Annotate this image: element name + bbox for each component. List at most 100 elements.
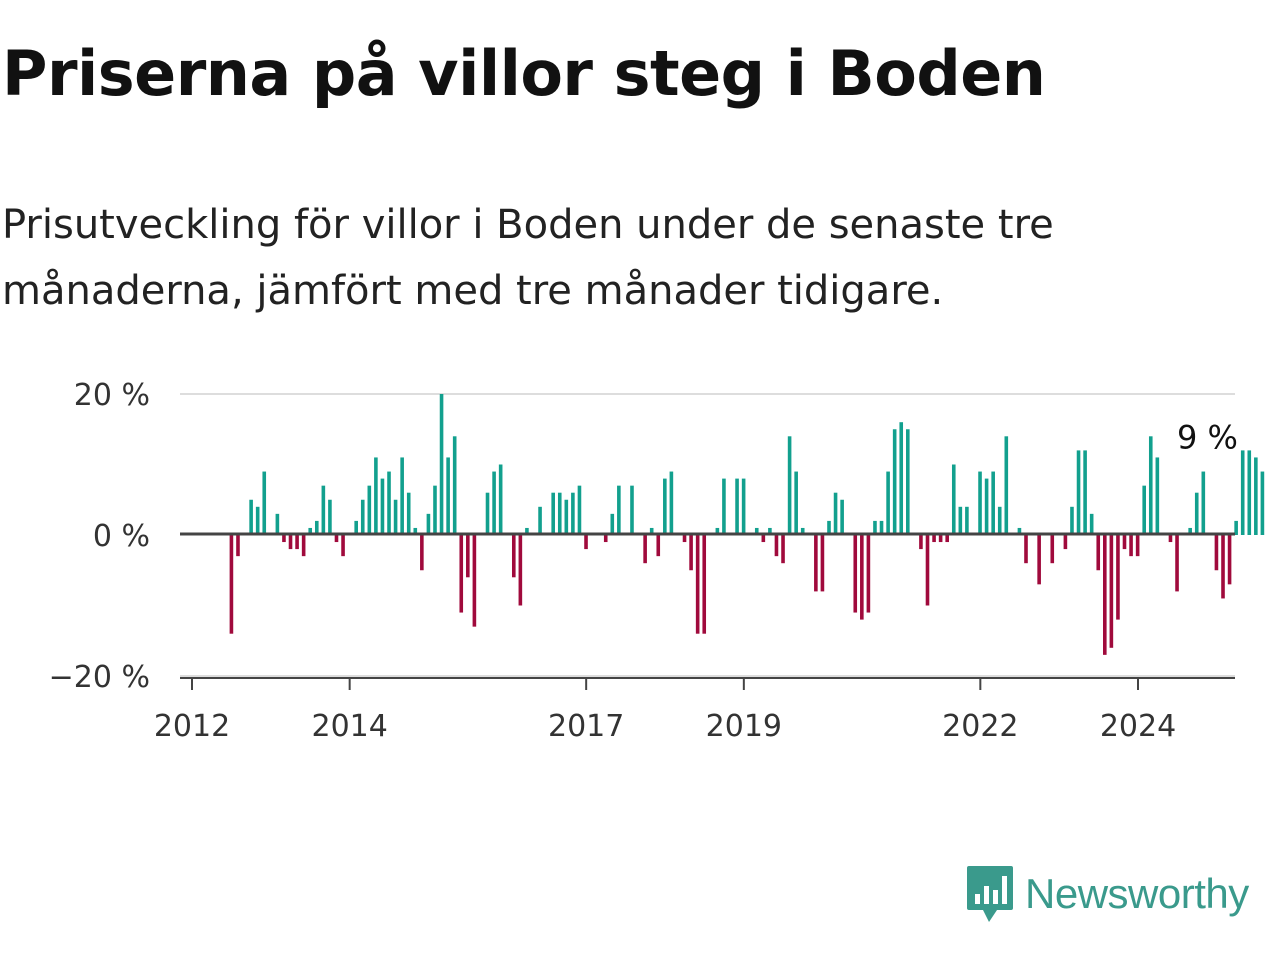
bar <box>406 492 411 535</box>
bar <box>551 492 555 535</box>
bar <box>866 535 871 613</box>
bar <box>722 478 726 535</box>
bar <box>761 535 766 543</box>
bar <box>282 535 286 543</box>
bar <box>367 485 372 535</box>
bar <box>873 520 877 535</box>
bar <box>754 527 759 535</box>
bar <box>1135 535 1140 557</box>
bar <box>446 457 450 535</box>
bar <box>439 394 444 535</box>
bar <box>360 499 365 535</box>
bar <box>295 535 299 550</box>
chart-title: Priserna på villor steg i Boden <box>2 37 1046 110</box>
bar <box>1004 436 1009 535</box>
bar <box>1260 471 1265 535</box>
bar <box>892 429 897 535</box>
bar <box>492 471 496 535</box>
bar <box>814 535 818 592</box>
bar <box>1194 492 1199 535</box>
bar <box>584 535 588 550</box>
bar <box>288 535 293 550</box>
bar <box>1201 471 1206 535</box>
bar <box>768 527 772 535</box>
bar <box>951 464 956 535</box>
bar <box>603 535 608 543</box>
bar <box>1070 506 1074 535</box>
bar <box>301 535 306 557</box>
brand-name: Newsworthy <box>1025 870 1249 917</box>
bar <box>1103 535 1107 655</box>
bar <box>840 499 844 535</box>
bar <box>1129 535 1133 557</box>
bar <box>715 527 720 535</box>
bar <box>1148 436 1153 535</box>
bar <box>669 471 674 535</box>
bar-chart: 20 % 0 % −20 %2012 2014 2017 2019 2022 2024 9 % <box>49 378 1265 744</box>
newsworthy-logo[interactable]: Newsworthy <box>965 864 1249 924</box>
bar <box>433 485 437 535</box>
bar <box>498 464 503 535</box>
bar <box>341 535 345 557</box>
bar <box>426 513 431 535</box>
bar <box>1214 535 1219 571</box>
bar <box>262 471 267 535</box>
bar <box>1083 450 1087 535</box>
bar <box>1254 457 1258 535</box>
bar <box>978 471 982 535</box>
bar <box>413 527 418 535</box>
bar <box>571 492 575 535</box>
bar <box>630 485 634 535</box>
bars <box>229 394 1265 655</box>
bar <box>656 535 661 557</box>
bar <box>472 535 477 627</box>
bar <box>538 506 542 535</box>
bar <box>663 478 667 535</box>
bar <box>1116 535 1120 620</box>
bar <box>1096 535 1101 571</box>
bar <box>787 436 792 535</box>
bar <box>781 535 785 564</box>
bar <box>899 422 904 535</box>
bar <box>984 478 989 535</box>
bar <box>485 492 490 535</box>
bar <box>400 457 404 535</box>
bar <box>1122 535 1127 550</box>
bar <box>459 535 464 613</box>
bar <box>1142 485 1146 535</box>
bar <box>774 535 779 557</box>
bar <box>643 535 647 564</box>
bar <box>321 485 326 535</box>
bar <box>682 535 687 543</box>
bar <box>334 535 339 543</box>
bar <box>945 535 949 543</box>
bar <box>695 535 700 634</box>
bar <box>820 535 825 592</box>
bar <box>1050 535 1055 564</box>
bar <box>689 535 693 571</box>
bar <box>518 535 523 606</box>
bar <box>879 520 884 535</box>
bar <box>919 535 923 550</box>
bar <box>965 506 969 535</box>
x-tick-label: 2024 <box>1100 709 1176 744</box>
bar <box>452 436 457 535</box>
newsworthy-logo-icon <box>967 866 1013 922</box>
bar <box>249 499 253 535</box>
x-tick-label: 2014 <box>311 709 387 744</box>
bar <box>1221 535 1225 599</box>
bar <box>511 535 516 578</box>
bar <box>906 429 910 535</box>
bar <box>229 535 234 634</box>
bar <box>1175 535 1179 592</box>
y-tick-label: 20 % <box>74 378 150 413</box>
bar <box>860 535 864 620</box>
bar <box>393 499 398 535</box>
x-tick-label: 2019 <box>706 709 782 744</box>
x-tick-label: 2022 <box>942 709 1018 744</box>
bar <box>1227 535 1232 585</box>
bar <box>997 506 1002 535</box>
bar <box>800 527 805 535</box>
axes <box>180 532 1235 690</box>
bar <box>958 506 963 535</box>
